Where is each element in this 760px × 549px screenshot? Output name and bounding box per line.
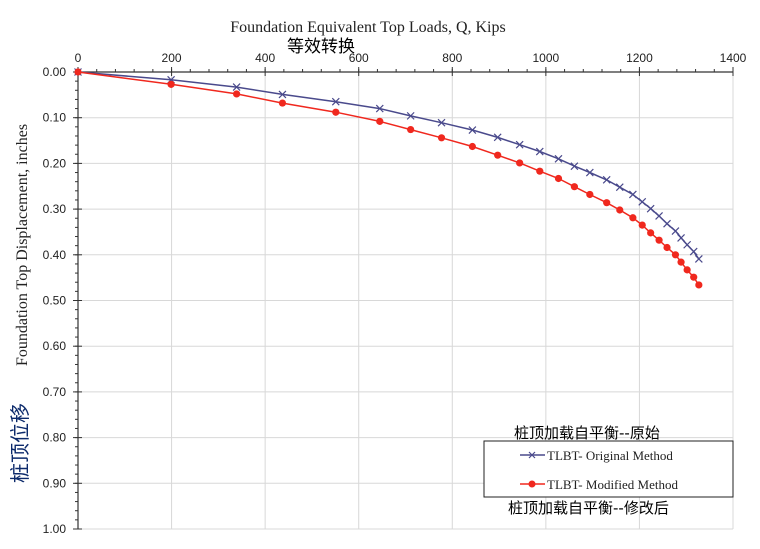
- data-point-modified: [233, 90, 241, 98]
- x-tick-label: 600: [349, 51, 369, 65]
- legend-label-modified: TLBT- Modified Method: [547, 477, 678, 492]
- legend-box: [483, 440, 734, 498]
- data-point-original: [278, 90, 287, 99]
- data-point-modified: [468, 142, 477, 151]
- data-point-modified: [332, 108, 340, 116]
- x-tick-label: 400: [255, 51, 275, 65]
- data-point-original: [437, 118, 446, 127]
- data-point-original: [646, 204, 655, 213]
- x-tick-label: 1200: [626, 51, 653, 65]
- data-point-modified: [616, 206, 624, 214]
- y-axis-label: Foundation Top Displacement, inches: [14, 124, 31, 366]
- y-tick-label: 0.40: [43, 248, 67, 262]
- y-tick-label: 0.80: [43, 431, 67, 445]
- data-point-modified: [570, 183, 578, 191]
- data-point-modified: [554, 174, 563, 183]
- series-layer: [74, 68, 703, 289]
- data-point-modified: [167, 80, 175, 88]
- data-point-original: [232, 83, 241, 92]
- data-point-original: [689, 247, 698, 256]
- y-tick-label: 0.90: [43, 476, 67, 490]
- data-point-modified: [677, 258, 685, 266]
- data-point-original: [535, 147, 544, 156]
- y-axis-annotation: 桩顶位移: [8, 403, 32, 483]
- data-point-original: [331, 97, 340, 106]
- data-point-original: [671, 227, 680, 235]
- data-point-modified: [74, 68, 82, 76]
- data-point-original: [628, 190, 637, 199]
- data-point-modified: [536, 167, 544, 175]
- data-point-modified: [494, 151, 502, 159]
- data-point-modified: [655, 236, 663, 244]
- data-point-modified: [586, 190, 594, 199]
- data-point-modified: [671, 251, 680, 259]
- y-tick-label: 0.70: [43, 385, 67, 399]
- y-tick-label: 0.50: [43, 294, 67, 308]
- grid: [78, 72, 734, 530]
- y-tick-label: 0.10: [43, 111, 67, 125]
- y-tick-label: 0.00: [43, 65, 67, 79]
- data-point-modified: [690, 273, 698, 281]
- y-tick-label: 1.00: [43, 522, 67, 536]
- data-point-modified: [647, 229, 655, 237]
- data-point-original: [655, 212, 664, 220]
- data-point-original: [615, 183, 624, 192]
- data-point-original: [375, 104, 384, 113]
- axes: 0 200 400 600 800 1000 1200 1400 0.00 0.10 0.20 0.3…: [43, 51, 747, 536]
- data-point-original: [468, 126, 477, 134]
- data-point-modified: [407, 125, 415, 134]
- x-tick-label: 0: [75, 51, 82, 65]
- data-point-original: [638, 197, 647, 206]
- data-point-original: [554, 154, 563, 163]
- data-point-modified: [663, 243, 671, 252]
- data-point-modified: [629, 214, 637, 222]
- legend-annotation-original: 桩顶加载自平衡--原始: [514, 424, 660, 442]
- x-tick-label: 1000: [533, 51, 560, 65]
- data-point-modified: [603, 199, 611, 207]
- data-point-original: [515, 140, 524, 149]
- y-tick-label: 0.20: [43, 156, 67, 170]
- data-point-original: [683, 240, 692, 249]
- data-point-modified: [278, 99, 287, 107]
- x-tick-label: 800: [442, 51, 462, 65]
- data-point-modified: [437, 134, 446, 142]
- data-point-modified: [695, 281, 703, 289]
- data-point-original: [585, 168, 594, 177]
- data-point-modified: [683, 266, 691, 274]
- data-point-modified: [516, 159, 524, 167]
- data-point-original: [677, 233, 685, 242]
- data-point-original: [694, 254, 703, 263]
- data-point-modified: [638, 221, 646, 229]
- y-tick-label: 0.60: [43, 339, 67, 353]
- data-point-original: [406, 111, 415, 120]
- legend: TLBT- Original Method TLBT- Modified Met…: [483, 424, 734, 517]
- legend-annotation-modified: 桩顶加载自平衡--修改后: [508, 499, 669, 517]
- data-point-original: [493, 133, 502, 142]
- x-tick-label: 1400: [720, 51, 747, 65]
- chart-title: Foundation Equivalent Top Loads, Q, Kips: [230, 19, 505, 36]
- x-tick-label: 200: [162, 51, 182, 65]
- data-point-original: [602, 175, 611, 184]
- data-point-modified: [376, 117, 384, 125]
- data-point-original: [663, 219, 671, 228]
- title-annotation: 等效转换: [287, 37, 355, 57]
- y-tick-label: 0.30: [43, 202, 67, 216]
- legend-label-original: TLBT- Original Method: [547, 448, 673, 463]
- data-point-original: [570, 162, 579, 171]
- legend-marker-x: [528, 451, 536, 459]
- legend-marker-circle: [528, 480, 536, 488]
